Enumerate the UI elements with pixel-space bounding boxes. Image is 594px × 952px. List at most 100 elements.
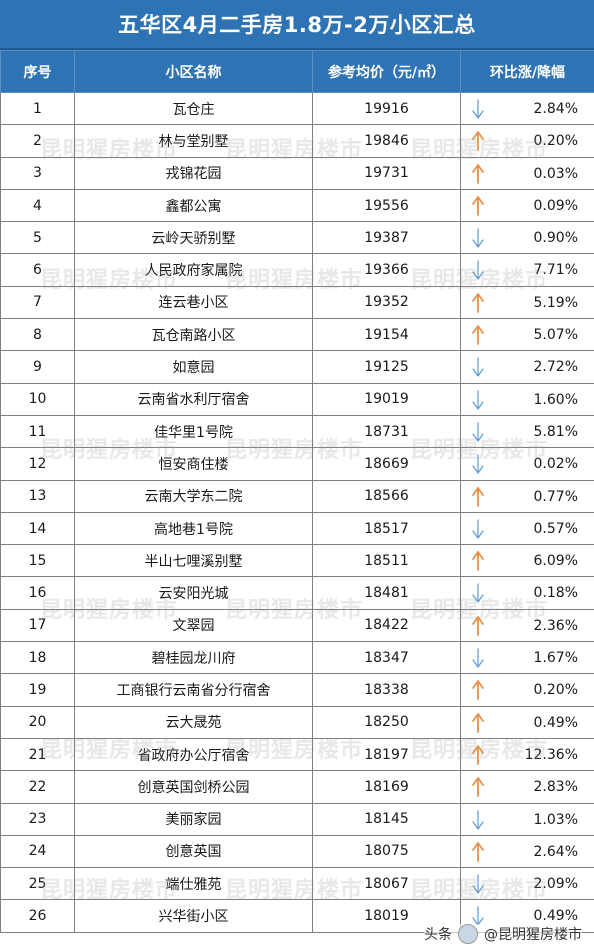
change-cell: 5.07%	[460, 318, 594, 352]
row-number: 5	[0, 221, 75, 255]
row-number: 8	[0, 318, 75, 352]
community-name: 云岭天骄别墅	[74, 221, 313, 255]
table-row: 23 美丽家园 18145 1.03%	[0, 802, 594, 836]
arrow-up-icon	[471, 712, 485, 733]
change-percent: 2.83%	[533, 779, 578, 796]
row-number: 12	[0, 447, 75, 481]
community-name: 云南大学东二院	[74, 479, 313, 513]
change-percent: 0.20%	[533, 133, 578, 150]
arrow-up-icon	[471, 163, 485, 184]
avg-price: 18669	[312, 447, 461, 481]
community-name: 瓦仓南路小区	[74, 318, 313, 352]
community-name: 云安阳光城	[74, 576, 313, 610]
change-percent: 0.02%	[533, 456, 578, 473]
table-row: 5 云岭天骄别墅 19387 0.90%	[0, 221, 594, 255]
change-percent: 0.90%	[533, 230, 578, 247]
arrow-down-icon	[471, 519, 485, 539]
change-percent: 2.64%	[533, 843, 578, 860]
avg-price: 18067	[312, 867, 461, 901]
community-name: 碧桂园龙川府	[74, 641, 313, 675]
arrow-down-icon	[471, 809, 485, 830]
community-name: 美丽家园	[74, 802, 313, 836]
row-number: 10	[0, 382, 75, 416]
table-row: 14 高地巷1号院 18517 0.57%	[0, 511, 594, 546]
row-number: 23	[0, 802, 75, 836]
header-name: 小区名称	[74, 50, 313, 93]
table-row: 21 省政府办公厅宿舍 18197 12.36%	[0, 737, 594, 772]
table-row: 15 半山七哩溪别墅 18511 6.09%	[0, 544, 594, 578]
table-row: 6 人民政府家属院 19366 7.71%	[0, 253, 594, 287]
community-name: 人民政府家属院	[74, 253, 313, 287]
row-number: 3	[0, 156, 75, 190]
avg-price: 18566	[312, 479, 461, 513]
table-row: 16 云安阳光城 18481 0.18%	[0, 576, 594, 610]
change-cell: 12.36%	[460, 737, 594, 772]
row-number: 17	[0, 608, 75, 643]
change-percent: 2.09%	[533, 876, 578, 893]
avg-price: 19125	[312, 350, 461, 384]
change-cell: 0.57%	[460, 511, 594, 546]
table-row: 17 文翠园 18422 2.36%	[0, 608, 594, 643]
change-cell: 2.36%	[460, 608, 594, 643]
row-number: 15	[0, 544, 75, 578]
community-name: 林与堂别墅	[74, 124, 313, 158]
avg-price: 18250	[312, 705, 461, 739]
change-cell: 0.90%	[460, 221, 594, 255]
change-percent: 1.60%	[533, 391, 578, 408]
avg-price: 18169	[312, 770, 461, 804]
avg-price: 18075	[312, 834, 461, 869]
account-name: @昆明猩房楼市	[484, 927, 582, 943]
header-row: 序号 小区名称 参考均价（元/㎡） 环比涨/降幅	[0, 50, 594, 93]
row-number: 22	[0, 770, 75, 804]
table-row: 7 连云巷小区 19352 5.19%	[0, 285, 594, 320]
avg-price: 19366	[312, 253, 461, 287]
avg-price: 18145	[312, 802, 461, 836]
table-row: 19 工商银行云南省分行宿舍 18338 0.20%	[0, 673, 594, 707]
avg-price: 18338	[312, 673, 461, 707]
avg-price: 18481	[312, 576, 461, 610]
community-name: 工商银行云南省分行宿舍	[74, 673, 313, 707]
arrow-down-icon	[471, 390, 485, 410]
table-row: 4 鑫都公寓 19556 0.09%	[0, 188, 594, 223]
change-percent: 2.84%	[533, 101, 578, 117]
platform-label: 头条	[424, 927, 452, 943]
arrow-down-icon	[471, 648, 485, 668]
arrow-down-icon	[471, 583, 485, 604]
table-row: 22 创意英国剑桥公园 18169 2.83%	[0, 770, 594, 804]
change-percent: 5.07%	[533, 327, 578, 344]
arrow-down-icon	[471, 99, 485, 119]
change-cell: 0.77%	[460, 479, 594, 513]
change-percent: 0.20%	[533, 682, 578, 699]
row-number: 11	[0, 414, 75, 449]
arrow-up-icon	[471, 615, 485, 636]
change-cell: 0.09%	[460, 188, 594, 223]
table-row: 9 如意园 19125 2.72%	[0, 350, 594, 384]
table-row: 1 瓦仓庄 19916 2.84%	[0, 91, 594, 126]
row-number: 18	[0, 641, 75, 675]
change-cell: 1.67%	[460, 641, 594, 675]
change-cell: 0.18%	[460, 576, 594, 610]
row-number: 26	[0, 899, 75, 933]
footer-watermark: 头条 @昆明猩房楼市	[424, 924, 582, 944]
community-name: 端仕雅苑	[74, 867, 313, 901]
arrow-up-icon	[471, 486, 485, 507]
arrow-up-icon	[471, 777, 485, 798]
change-cell: 2.84%	[460, 91, 594, 126]
table-row: 25 端仕雅苑 18067 2.09%	[0, 867, 594, 901]
change-cell: 0.20%	[460, 124, 594, 158]
arrow-down-icon	[471, 422, 485, 442]
arrow-up-icon	[471, 745, 485, 765]
account-avatar	[458, 924, 478, 944]
avg-price: 18197	[312, 737, 461, 772]
change-percent: 5.81%	[533, 423, 578, 440]
avg-price: 19387	[312, 221, 461, 255]
avg-price: 19916	[312, 91, 461, 126]
row-number: 9	[0, 350, 75, 384]
community-name: 省政府办公厅宿舍	[74, 737, 313, 772]
change-percent: 0.09%	[533, 197, 578, 214]
change-cell: 5.19%	[460, 285, 594, 320]
row-number: 24	[0, 834, 75, 869]
avg-price: 19731	[312, 156, 461, 190]
arrow-up-icon	[471, 841, 485, 862]
table-row: 11 佳华里1号院 18731 5.81%	[0, 414, 594, 449]
